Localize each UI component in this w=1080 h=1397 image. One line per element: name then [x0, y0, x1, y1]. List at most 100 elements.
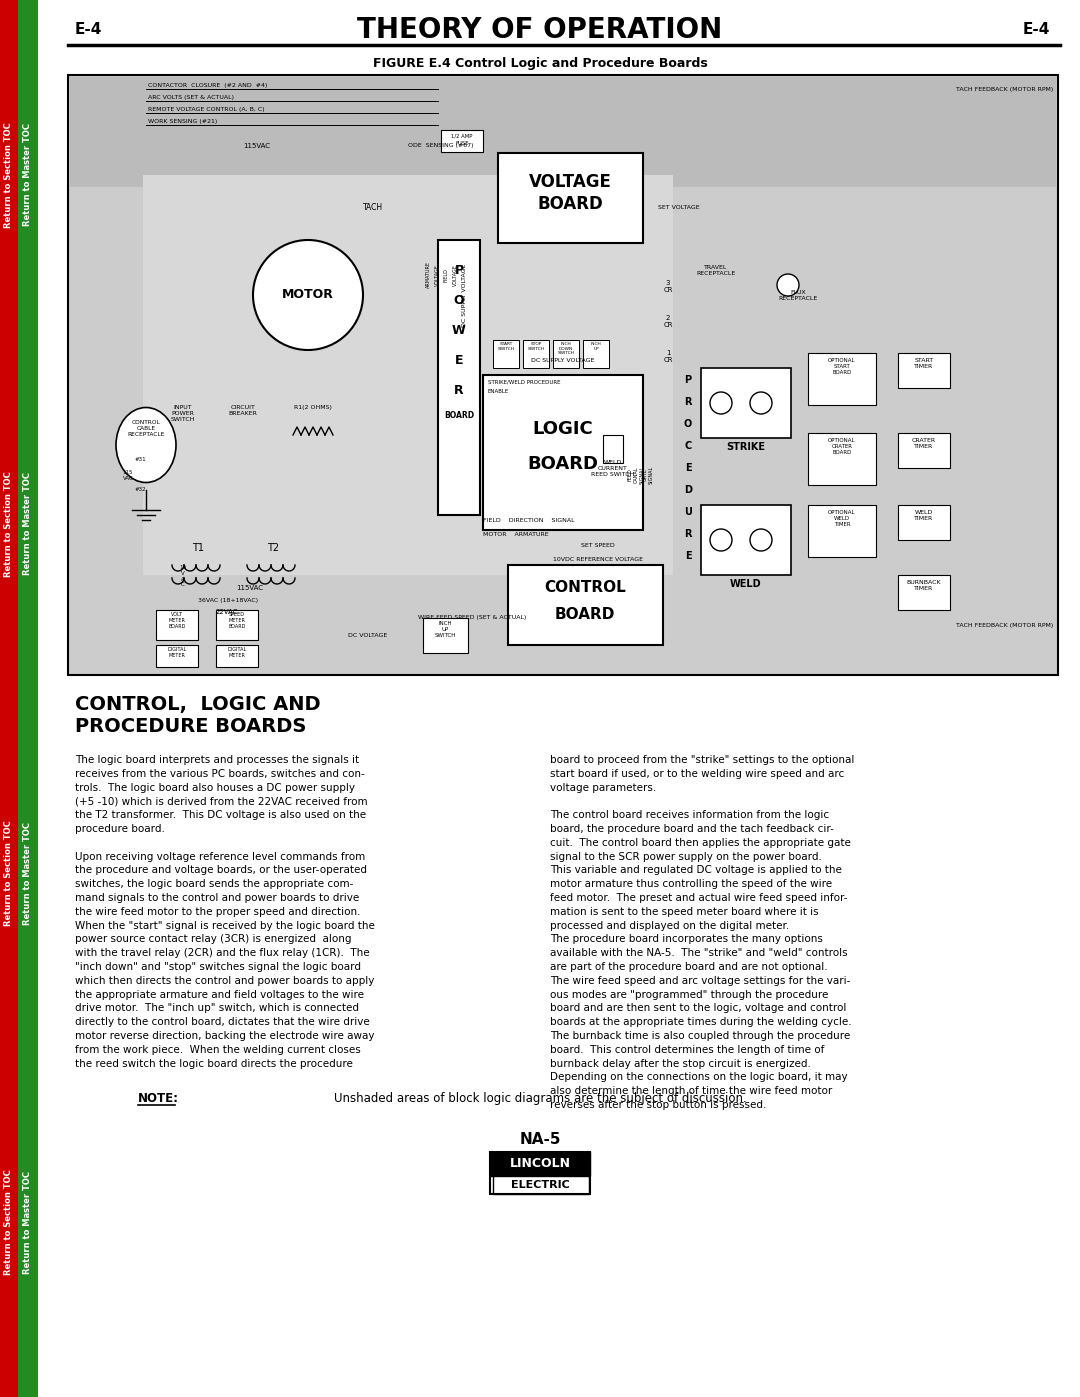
- Text: Return to Master TOC: Return to Master TOC: [24, 821, 32, 925]
- Text: 115VAC: 115VAC: [237, 585, 264, 591]
- Text: ®: ®: [584, 1154, 592, 1161]
- Text: switches, the logic board sends the appropriate com-: switches, the logic board sends the appr…: [75, 879, 353, 890]
- Bar: [490, 1153, 590, 1194]
- Bar: [808, 353, 876, 405]
- Text: MOTOR: MOTOR: [282, 289, 334, 302]
- Text: board and are then sent to the logic, voltage and control: board and are then sent to the logic, vo…: [550, 1003, 847, 1013]
- Text: ODE  SENSING (#67): ODE SENSING (#67): [408, 142, 473, 148]
- Text: Upon receiving voltage reference level commands from: Upon receiving voltage reference level c…: [75, 852, 365, 862]
- Text: INCH
UP
SWITCH: INCH UP SWITCH: [434, 622, 456, 637]
- Text: TACH FEEDBACK (MOTOR RPM): TACH FEEDBACK (MOTOR RPM): [956, 623, 1053, 629]
- Text: the T2 transformer.  This DC voltage is also used on the: the T2 transformer. This DC voltage is a…: [75, 810, 366, 820]
- Text: signal to the SCR power supply on the power board.: signal to the SCR power supply on the po…: [550, 852, 822, 862]
- Text: Return to Section TOC: Return to Section TOC: [4, 1169, 14, 1275]
- Text: BOARD: BOARD: [444, 411, 474, 419]
- Text: directly to the control board, dictates that the wire drive: directly to the control board, dictates …: [75, 1017, 369, 1027]
- Text: Depending on the connections on the logic board, it may: Depending on the connections on the logi…: [550, 1073, 848, 1083]
- Text: R: R: [455, 384, 463, 397]
- Bar: [808, 504, 876, 557]
- Text: E-4: E-4: [75, 22, 103, 38]
- Text: power source contact relay (3CR) is energized  along: power source contact relay (3CR) is ener…: [75, 935, 351, 944]
- Text: the appropriate armature and field voltages to the wire: the appropriate armature and field volta…: [75, 989, 364, 1000]
- Text: processed and displayed on the digital meter.: processed and displayed on the digital m…: [550, 921, 789, 930]
- Text: R: R: [685, 397, 692, 407]
- Ellipse shape: [710, 529, 732, 550]
- Bar: [508, 564, 663, 645]
- Bar: [68, 75, 1058, 675]
- Text: Unshaded areas of block logic diagrams are the subject of discussion.: Unshaded areas of block logic diagrams a…: [334, 1092, 746, 1105]
- Text: LINCOLN: LINCOLN: [510, 1157, 570, 1171]
- Text: #32: #32: [134, 488, 146, 492]
- Text: receives from the various PC boards, switches and con-: receives from the various PC boards, swi…: [75, 768, 365, 778]
- Bar: [216, 645, 258, 666]
- Text: E: E: [685, 550, 691, 562]
- Text: T1: T1: [192, 543, 204, 553]
- Bar: [70, 77, 1056, 187]
- Text: NOTE:: NOTE:: [138, 1092, 179, 1105]
- Text: LOGIC: LOGIC: [532, 420, 593, 439]
- Text: reverses after the stop button is pressed.: reverses after the stop button is presse…: [550, 1099, 767, 1111]
- Text: board.  This control determines the length of time of: board. This control determines the lengt…: [550, 1045, 824, 1055]
- Text: 22VAC: 22VAC: [216, 609, 239, 615]
- Text: OPTIONAL
CRATER
BOARD: OPTIONAL CRATER BOARD: [828, 439, 855, 454]
- Text: INPUT
POWER
SWITCH: INPUT POWER SWITCH: [171, 405, 195, 422]
- Text: CONTACTOR  CLOSURE  (#2 AND  #4): CONTACTOR CLOSURE (#2 AND #4): [148, 82, 268, 88]
- Text: BOARD: BOARD: [537, 196, 603, 212]
- Text: OPTIONAL
START
BOARD: OPTIONAL START BOARD: [828, 358, 855, 374]
- Text: ELECTRIC: ELECTRIC: [511, 1180, 569, 1190]
- Text: ENABLE: ENABLE: [488, 388, 510, 394]
- Text: R1(2 OHMS): R1(2 OHMS): [294, 405, 332, 409]
- Text: START
SWITCH: START SWITCH: [498, 342, 514, 351]
- Text: D: D: [684, 485, 692, 495]
- Text: 2
CR: 2 CR: [663, 314, 673, 328]
- Text: The logic board interprets and processes the signals it: The logic board interprets and processes…: [75, 754, 360, 766]
- Text: FIELD: FIELD: [444, 268, 448, 282]
- Text: REMOTE VOLTAGE CONTROL (A, B, C): REMOTE VOLTAGE CONTROL (A, B, C): [148, 108, 265, 112]
- Bar: [897, 576, 950, 610]
- Text: CRATER
TIMER: CRATER TIMER: [912, 439, 936, 448]
- Bar: [523, 339, 549, 367]
- Bar: [441, 130, 483, 152]
- Text: #31: #31: [134, 457, 146, 462]
- Text: from the work piece.  When the welding current closes: from the work piece. When the welding cu…: [75, 1045, 361, 1055]
- Text: DIGITAL
METER: DIGITAL METER: [167, 647, 187, 658]
- Text: SPEED
METER
BOARD: SPEED METER BOARD: [228, 612, 245, 629]
- Text: Return to Master TOC: Return to Master TOC: [24, 472, 32, 576]
- Text: INCH
UP: INCH UP: [591, 342, 602, 351]
- Text: PROCEDURE BOARDS: PROCEDURE BOARDS: [75, 717, 307, 736]
- Bar: [701, 504, 791, 576]
- Text: Return to Master TOC: Return to Master TOC: [24, 123, 32, 226]
- Text: START
TIMER: START TIMER: [915, 358, 933, 369]
- Ellipse shape: [710, 393, 732, 414]
- Text: DC SUPPLY VOLTAGE: DC SUPPLY VOLTAGE: [461, 263, 467, 327]
- Text: CIRCUIT
BREAKER: CIRCUIT BREAKER: [229, 405, 257, 416]
- Text: board, the procedure board and the tach feedback cir-: board, the procedure board and the tach …: [550, 824, 834, 834]
- Text: the reed switch the logic board directs the procedure: the reed switch the logic board directs …: [75, 1059, 353, 1069]
- Ellipse shape: [253, 240, 363, 351]
- Bar: [18, 0, 38, 1397]
- Text: the procedure and voltage boards, or the user-operated: the procedure and voltage boards, or the…: [75, 865, 367, 876]
- Text: (+5 -10) which is derived from the 22VAC received from: (+5 -10) which is derived from the 22VAC…: [75, 796, 367, 806]
- Text: STRIKE: STRIKE: [727, 441, 766, 453]
- Text: FEED
CANAL
SIGNAL: FEED CANAL SIGNAL: [627, 465, 645, 485]
- Text: TRAVEL
RECEPTACLE: TRAVEL RECEPTACLE: [697, 265, 735, 275]
- Text: BOARD: BOARD: [555, 608, 616, 622]
- Text: motor reverse direction, backing the electrode wire away: motor reverse direction, backing the ele…: [75, 1031, 375, 1041]
- Text: CONTROL,  LOGIC AND: CONTROL, LOGIC AND: [75, 694, 321, 714]
- Ellipse shape: [750, 393, 772, 414]
- Text: U: U: [684, 507, 692, 517]
- Text: P: P: [455, 264, 463, 277]
- Bar: [156, 645, 198, 666]
- Text: P: P: [685, 374, 691, 386]
- Text: GATE
SIGNAL: GATE SIGNAL: [643, 465, 653, 485]
- Text: VOLT
METER
BOARD: VOLT METER BOARD: [168, 612, 186, 629]
- Bar: [808, 433, 876, 485]
- Text: O: O: [684, 419, 692, 429]
- Ellipse shape: [116, 408, 176, 482]
- Text: E: E: [685, 462, 691, 474]
- Text: 1
CR: 1 CR: [663, 351, 673, 363]
- Text: SET SPEED: SET SPEED: [581, 543, 615, 548]
- Text: "inch down" and "stop" switches signal the logic board: "inch down" and "stop" switches signal t…: [75, 963, 361, 972]
- Bar: [897, 433, 950, 468]
- Text: MOTOR    ARMATURE: MOTOR ARMATURE: [483, 532, 549, 536]
